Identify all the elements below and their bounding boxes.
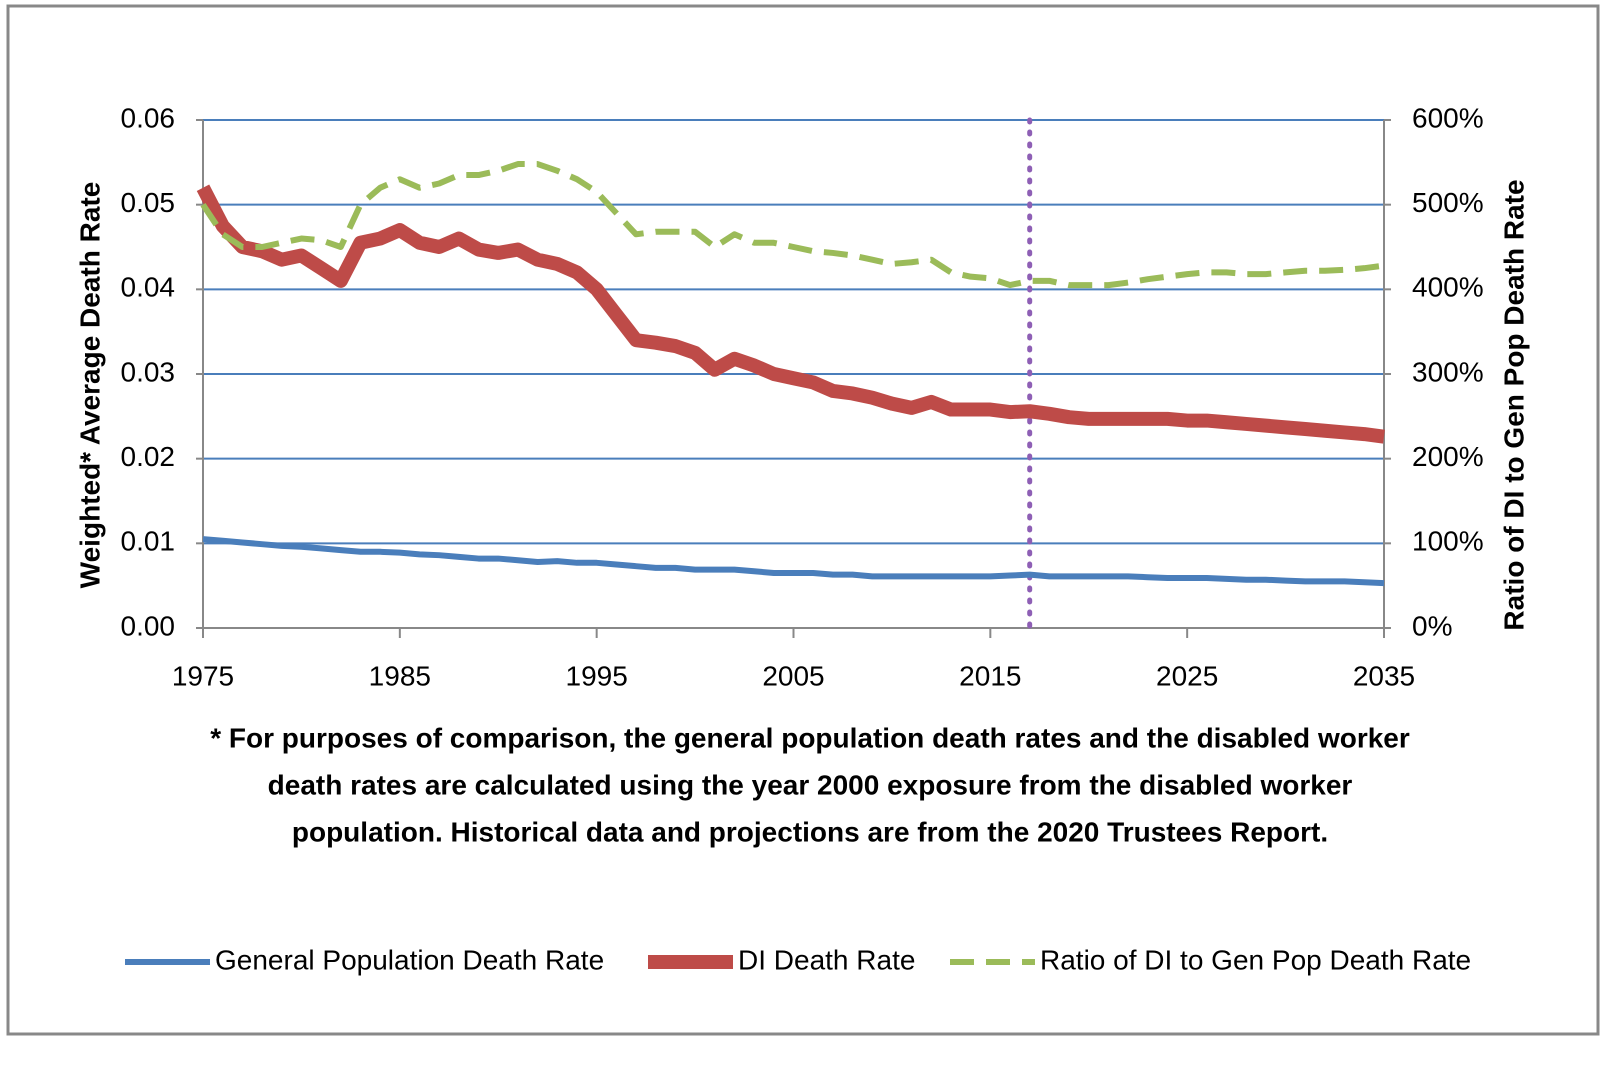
legend-label: General Population Death Rate — [215, 944, 604, 975]
y-axis-label: Weighted* Average Death Rate — [74, 182, 105, 589]
footnote: death rates are calculated using the yea… — [268, 769, 1353, 800]
series-line — [200, 161, 1385, 289]
x-tick-label: 1985 — [369, 660, 431, 691]
legend-label: Ratio of DI to Gen Pop Death Rate — [1040, 944, 1471, 975]
footnote: * For purposes of comparison, the genera… — [210, 722, 1410, 753]
x-tick-label: 2005 — [762, 660, 824, 691]
y2-tick-label: 0% — [1412, 610, 1452, 641]
series-line — [202, 536, 1385, 587]
series-line — [196, 184, 1385, 444]
y-tick-label: 0.04 — [121, 272, 176, 303]
y-tick-label: 0.03 — [121, 356, 176, 387]
y-tick-label: 0.05 — [121, 187, 176, 218]
legend-label: DI Death Rate — [738, 944, 915, 975]
footnote: population. Historical data and projecti… — [292, 816, 1328, 847]
x-tick-label: 2015 — [959, 660, 1021, 691]
y2-tick-label: 600% — [1412, 102, 1484, 133]
y2-tick-label: 400% — [1412, 272, 1484, 303]
y2-tick-label: 200% — [1412, 441, 1484, 472]
y2-tick-label: 100% — [1412, 526, 1484, 557]
x-tick-label: 1995 — [566, 660, 628, 691]
y2-tick-label: 500% — [1412, 187, 1484, 218]
y-tick-label: 0.01 — [121, 526, 176, 557]
y2-tick-label: 300% — [1412, 356, 1484, 387]
x-tick-label: 2025 — [1156, 660, 1218, 691]
y2-axis-label: Ratio of DI to Gen Pop Death Rate — [1498, 179, 1529, 630]
x-tick-label: 1975 — [172, 660, 234, 691]
frame — [6, 4, 1600, 1036]
y-tick-label: 0.02 — [121, 441, 176, 472]
y-tick-label: 0.06 — [121, 102, 176, 133]
y-tick-label: 0.00 — [121, 610, 176, 641]
x-tick-label: 2035 — [1353, 660, 1415, 691]
